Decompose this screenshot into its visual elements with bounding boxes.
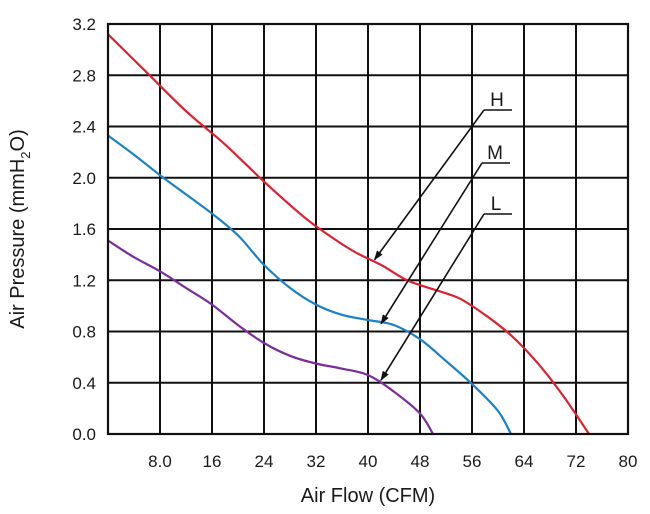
- y-axis-title: Air Pressure (mmH2O): [7, 129, 33, 328]
- x-tick-label: 72: [567, 452, 586, 471]
- x-tick-label: 48: [411, 452, 430, 471]
- callout-label-m: M: [487, 143, 503, 164]
- y-axis-title-main: Air Pressure (mmH: [7, 159, 29, 329]
- y-tick-label: 0.4: [72, 374, 96, 393]
- x-tick-label: 56: [463, 452, 482, 471]
- x-tick-label: 80: [619, 452, 638, 471]
- x-tick-label: 32: [307, 452, 326, 471]
- y-tick-label: 2.8: [72, 66, 96, 85]
- x-axis-title: Air Flow (CFM): [301, 485, 435, 507]
- y-tick-label: 0.0: [72, 425, 96, 444]
- x-tick-label: 40: [359, 452, 378, 471]
- x-tick-label: 16: [203, 452, 222, 471]
- x-tick-label: 8.0: [148, 452, 172, 471]
- y-tick-label: 2.0: [72, 169, 96, 188]
- series-lines: [107, 33, 590, 435]
- x-tick-label: 64: [515, 452, 534, 471]
- y-tick-label: 0.8: [72, 323, 96, 342]
- y-axis-title-subscript: 2: [18, 151, 33, 158]
- y-tick-label: 1.6: [72, 220, 96, 239]
- callout-label-l: L: [491, 194, 502, 215]
- tick-labels: 8.0 16 24 32 40 48 56 64 72 80 0.0 0.4 0.8 1.2 1.6 2.0 2…: [72, 15, 637, 471]
- y-tick-label: 2.4: [72, 118, 96, 137]
- series-line-l: [107, 239, 434, 435]
- y-tick-label: 1.2: [72, 271, 96, 290]
- x-tick-label: 24: [255, 452, 274, 471]
- callout-arrow-h: [373, 109, 485, 261]
- y-axis-title-end: O): [7, 129, 29, 151]
- series-line-h: [107, 33, 590, 435]
- grid: [108, 24, 628, 434]
- callout-arrow-l: [380, 213, 485, 382]
- callout-label-h: H: [490, 90, 504, 111]
- callouts: H M L: [373, 90, 512, 382]
- plot-frame: [106, 22, 630, 436]
- callout-arrow-m: [380, 162, 483, 325]
- y-tick-label: 3.2: [72, 15, 96, 34]
- series-line-m: [107, 134, 512, 435]
